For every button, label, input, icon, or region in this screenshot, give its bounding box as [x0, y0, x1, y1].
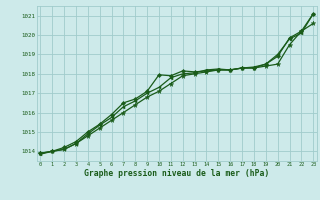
X-axis label: Graphe pression niveau de la mer (hPa): Graphe pression niveau de la mer (hPa)	[84, 169, 269, 178]
